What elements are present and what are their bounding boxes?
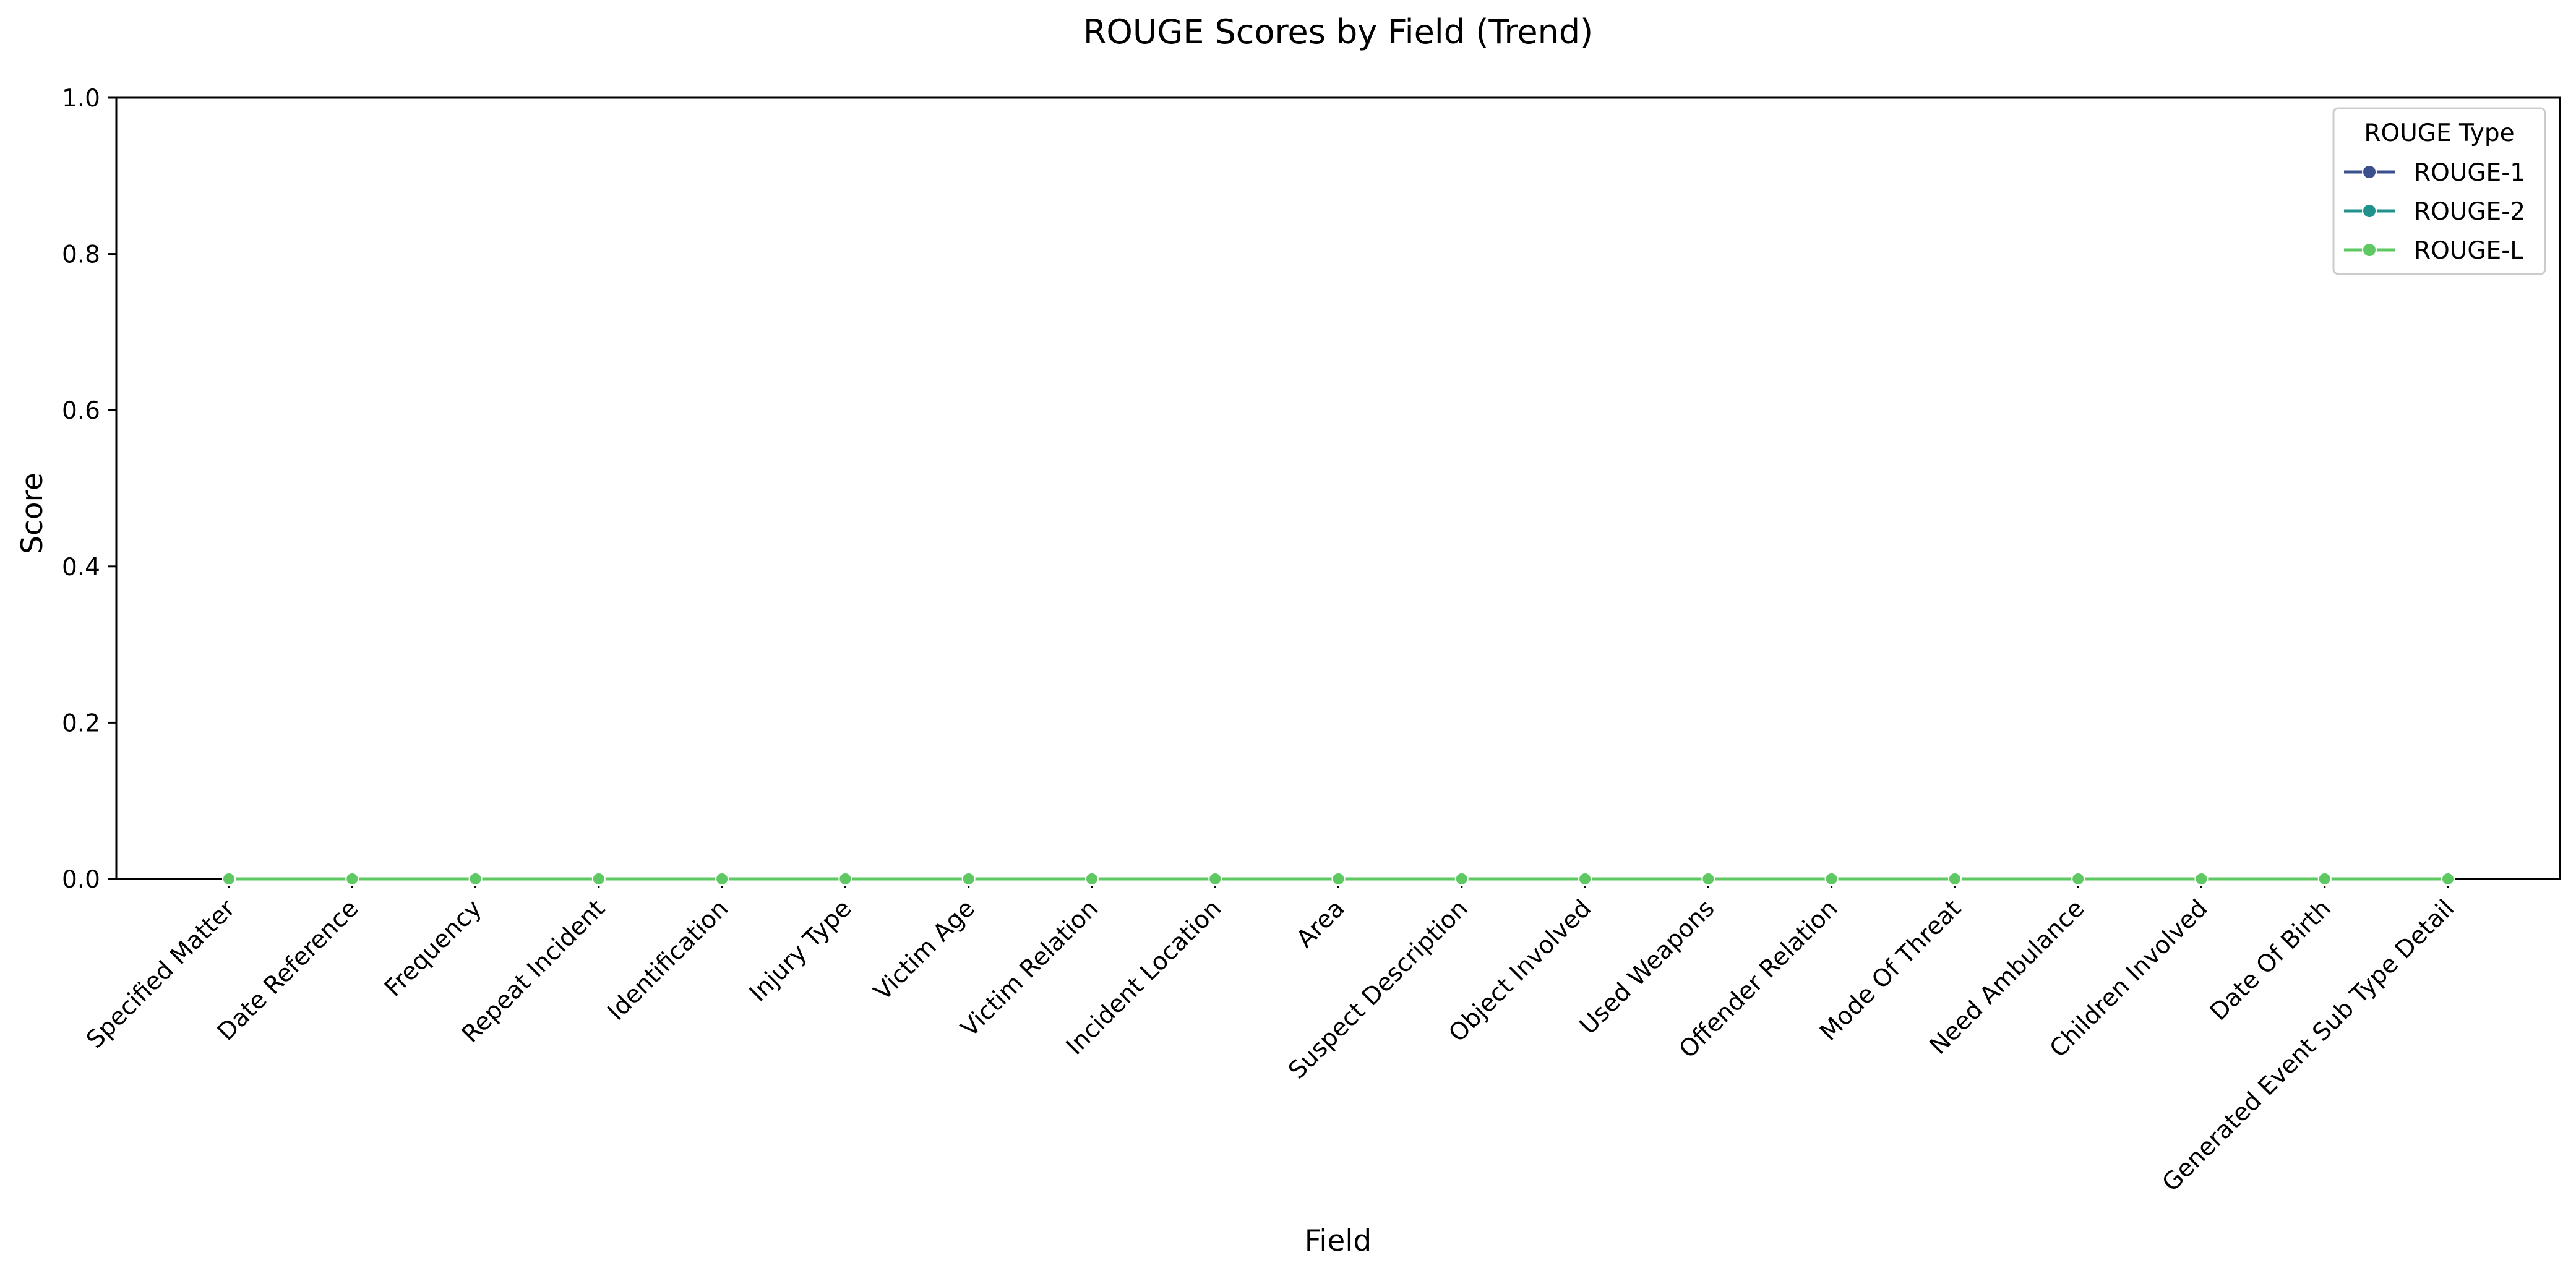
data-point xyxy=(345,872,359,886)
legend-marker-swatch xyxy=(2362,165,2377,179)
legend: ROUGE Type ROUGE-1 ROUGE-2 ROUGE-L xyxy=(2332,107,2546,275)
data-point xyxy=(715,872,729,886)
data-point xyxy=(1578,872,1592,886)
data-point xyxy=(1947,872,1962,886)
data-point xyxy=(1701,872,1715,886)
data-point xyxy=(1331,872,1346,886)
data-point xyxy=(2317,872,2332,886)
data-point xyxy=(1454,872,1469,886)
y-tick-label: 0.4 xyxy=(62,554,100,581)
data-point xyxy=(838,872,852,886)
y-axis: 0.0 0.2 0.4 0.6 0.8 1.0 xyxy=(62,85,116,894)
data-point xyxy=(591,872,606,886)
series-layer xyxy=(222,872,2455,886)
legend-item: ROUGE-L xyxy=(2344,237,2523,265)
x-axis-label: Field xyxy=(1305,1224,1372,1258)
legend-label: ROUGE-2 xyxy=(2414,198,2525,226)
data-point xyxy=(222,872,236,886)
legend-item: ROUGE-2 xyxy=(2344,198,2525,226)
data-point xyxy=(1208,872,1222,886)
legend-marker-swatch xyxy=(2362,203,2377,218)
data-point xyxy=(2071,872,2085,886)
chart-title: ROUGE Scores by Field (Trend) xyxy=(1083,12,1593,51)
data-point xyxy=(2194,872,2209,886)
y-tick-label: 1.0 xyxy=(62,85,100,113)
y-tick-label: 0.8 xyxy=(62,241,100,269)
y-axis-label: Score xyxy=(15,473,49,554)
legend-title: ROUGE Type xyxy=(2364,119,2514,147)
data-point xyxy=(1824,872,1839,886)
legend-label: ROUGE-1 xyxy=(2414,159,2525,187)
y-tick-label: 0.2 xyxy=(62,709,100,737)
legend-marker-swatch xyxy=(2362,242,2377,257)
data-point xyxy=(468,872,483,886)
y-tick-label: 0.6 xyxy=(62,397,100,425)
legend-frame xyxy=(2332,107,2546,275)
data-point xyxy=(961,872,976,886)
y-tick-label: 0.0 xyxy=(62,866,100,894)
legend-item: ROUGE-1 xyxy=(2344,159,2525,187)
series-rouge-l xyxy=(222,872,2455,886)
data-point xyxy=(2441,872,2455,886)
legend-label: ROUGE-L xyxy=(2414,237,2523,265)
data-point xyxy=(1084,872,1099,886)
